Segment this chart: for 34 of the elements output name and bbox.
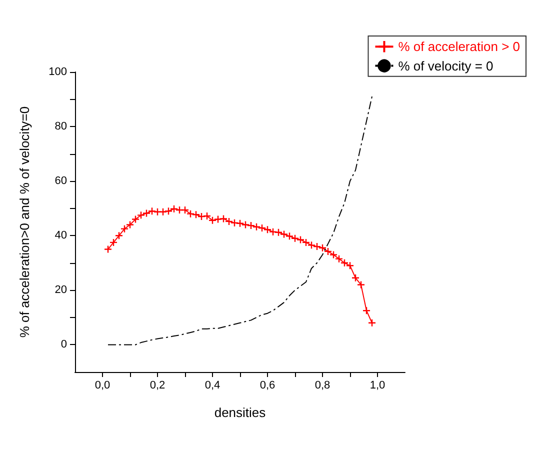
point <box>104 245 112 254</box>
x-tick-label: 1,0 <box>370 380 386 392</box>
point <box>142 209 151 218</box>
x-axis-title: densities <box>214 405 266 420</box>
legend-label: % of acceleration > 0 <box>398 39 520 54</box>
point <box>153 208 162 216</box>
point <box>164 206 173 216</box>
point <box>120 224 129 233</box>
x-tick-label: 0,4 <box>204 380 220 392</box>
y-tick-label: 60 <box>54 175 67 188</box>
point <box>351 274 360 282</box>
point <box>362 306 371 315</box>
point <box>131 215 140 224</box>
point <box>368 318 376 328</box>
x-tick-label: 0,2 <box>150 380 166 392</box>
point <box>356 280 366 289</box>
y-tick-label: 20 <box>54 284 67 296</box>
point <box>109 238 118 247</box>
y-axis-title: % of acceleration>0 and % of velocity=0 <box>17 106 32 338</box>
point <box>214 215 222 224</box>
x-tick-label: 0,8 <box>314 380 330 392</box>
legend-label: % of velocity = 0 <box>398 58 494 74</box>
y-tick-label: 80 <box>54 120 67 133</box>
line-series <box>108 96 372 346</box>
point <box>148 206 156 216</box>
point <box>136 211 146 220</box>
point <box>126 220 134 229</box>
point <box>114 232 124 240</box>
y-tick-label: 40 <box>54 230 67 242</box>
y-tick-label: 0 <box>60 338 67 351</box>
x-tick-label: 0,6 <box>260 380 276 392</box>
y-tick-label: 100 <box>48 66 67 78</box>
point <box>158 208 168 216</box>
x-tick-label: 0,0 <box>94 380 110 392</box>
